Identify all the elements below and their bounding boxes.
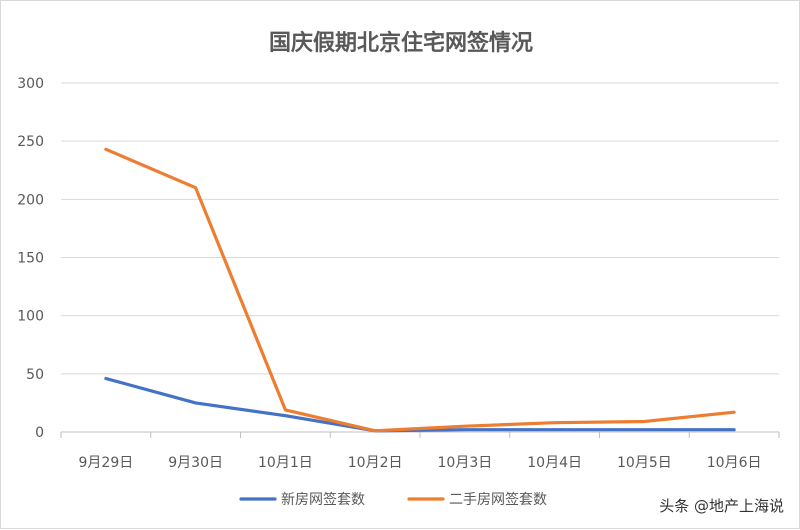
legend: 新房网签套数 二手房网签套数 [239, 491, 547, 508]
y-tick-label: 250 [17, 134, 44, 150]
y-tick-label: 200 [17, 192, 44, 208]
x-tick-label: 10月3日 [438, 455, 493, 471]
x-tick-label: 9月29日 [79, 455, 134, 471]
x-axis: 9月29日 9月30日 10月1日 10月2日 10月3日 10月4日 10月5日 10月6日 [60, 431, 780, 471]
y-tick-label: 150 [17, 251, 44, 267]
watermark-text: 头条 @地产上海说 [659, 497, 784, 515]
y-tick-label: 50 [26, 367, 44, 383]
x-tick-label: 10月1日 [258, 455, 313, 471]
y-axis-ticks: 0 50 100 150 200 250 300 [17, 76, 44, 441]
x-tick-label: 10月2日 [348, 455, 403, 471]
gridlines [61, 82, 779, 375]
x-tick-label: 10月4日 [527, 455, 582, 471]
y-tick-label: 0 [35, 425, 44, 441]
series-line-1 [104, 376, 736, 433]
legend-label: 二手房网签套数 [449, 491, 547, 508]
x-tick-label: 9月30日 [168, 455, 223, 471]
chart-title: 国庆假期北京住宅网签情况 [269, 30, 533, 56]
series-line-2 [104, 147, 736, 433]
x-tick-label: 10月5日 [617, 455, 672, 471]
y-tick-label: 100 [17, 309, 44, 325]
series-lines [104, 147, 736, 433]
y-tick-label: 300 [17, 76, 44, 92]
x-tick-label: 10月6日 [707, 455, 762, 471]
legend-label: 新房网签套数 [281, 491, 365, 508]
